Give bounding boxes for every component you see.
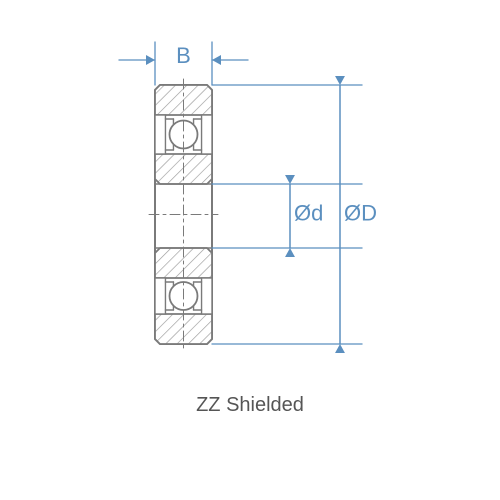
bearing-cross-section-svg: B Ød ØD (0, 0, 500, 500)
bearing-diagram: B Ød ØD ZZ Shielded (0, 0, 500, 500)
dim-label-outer-diameter: ØD (344, 200, 377, 225)
dim-label-inner-diameter: Ød (294, 200, 323, 225)
dim-label-width: B (176, 43, 191, 68)
diagram-caption: ZZ Shielded (0, 394, 500, 417)
